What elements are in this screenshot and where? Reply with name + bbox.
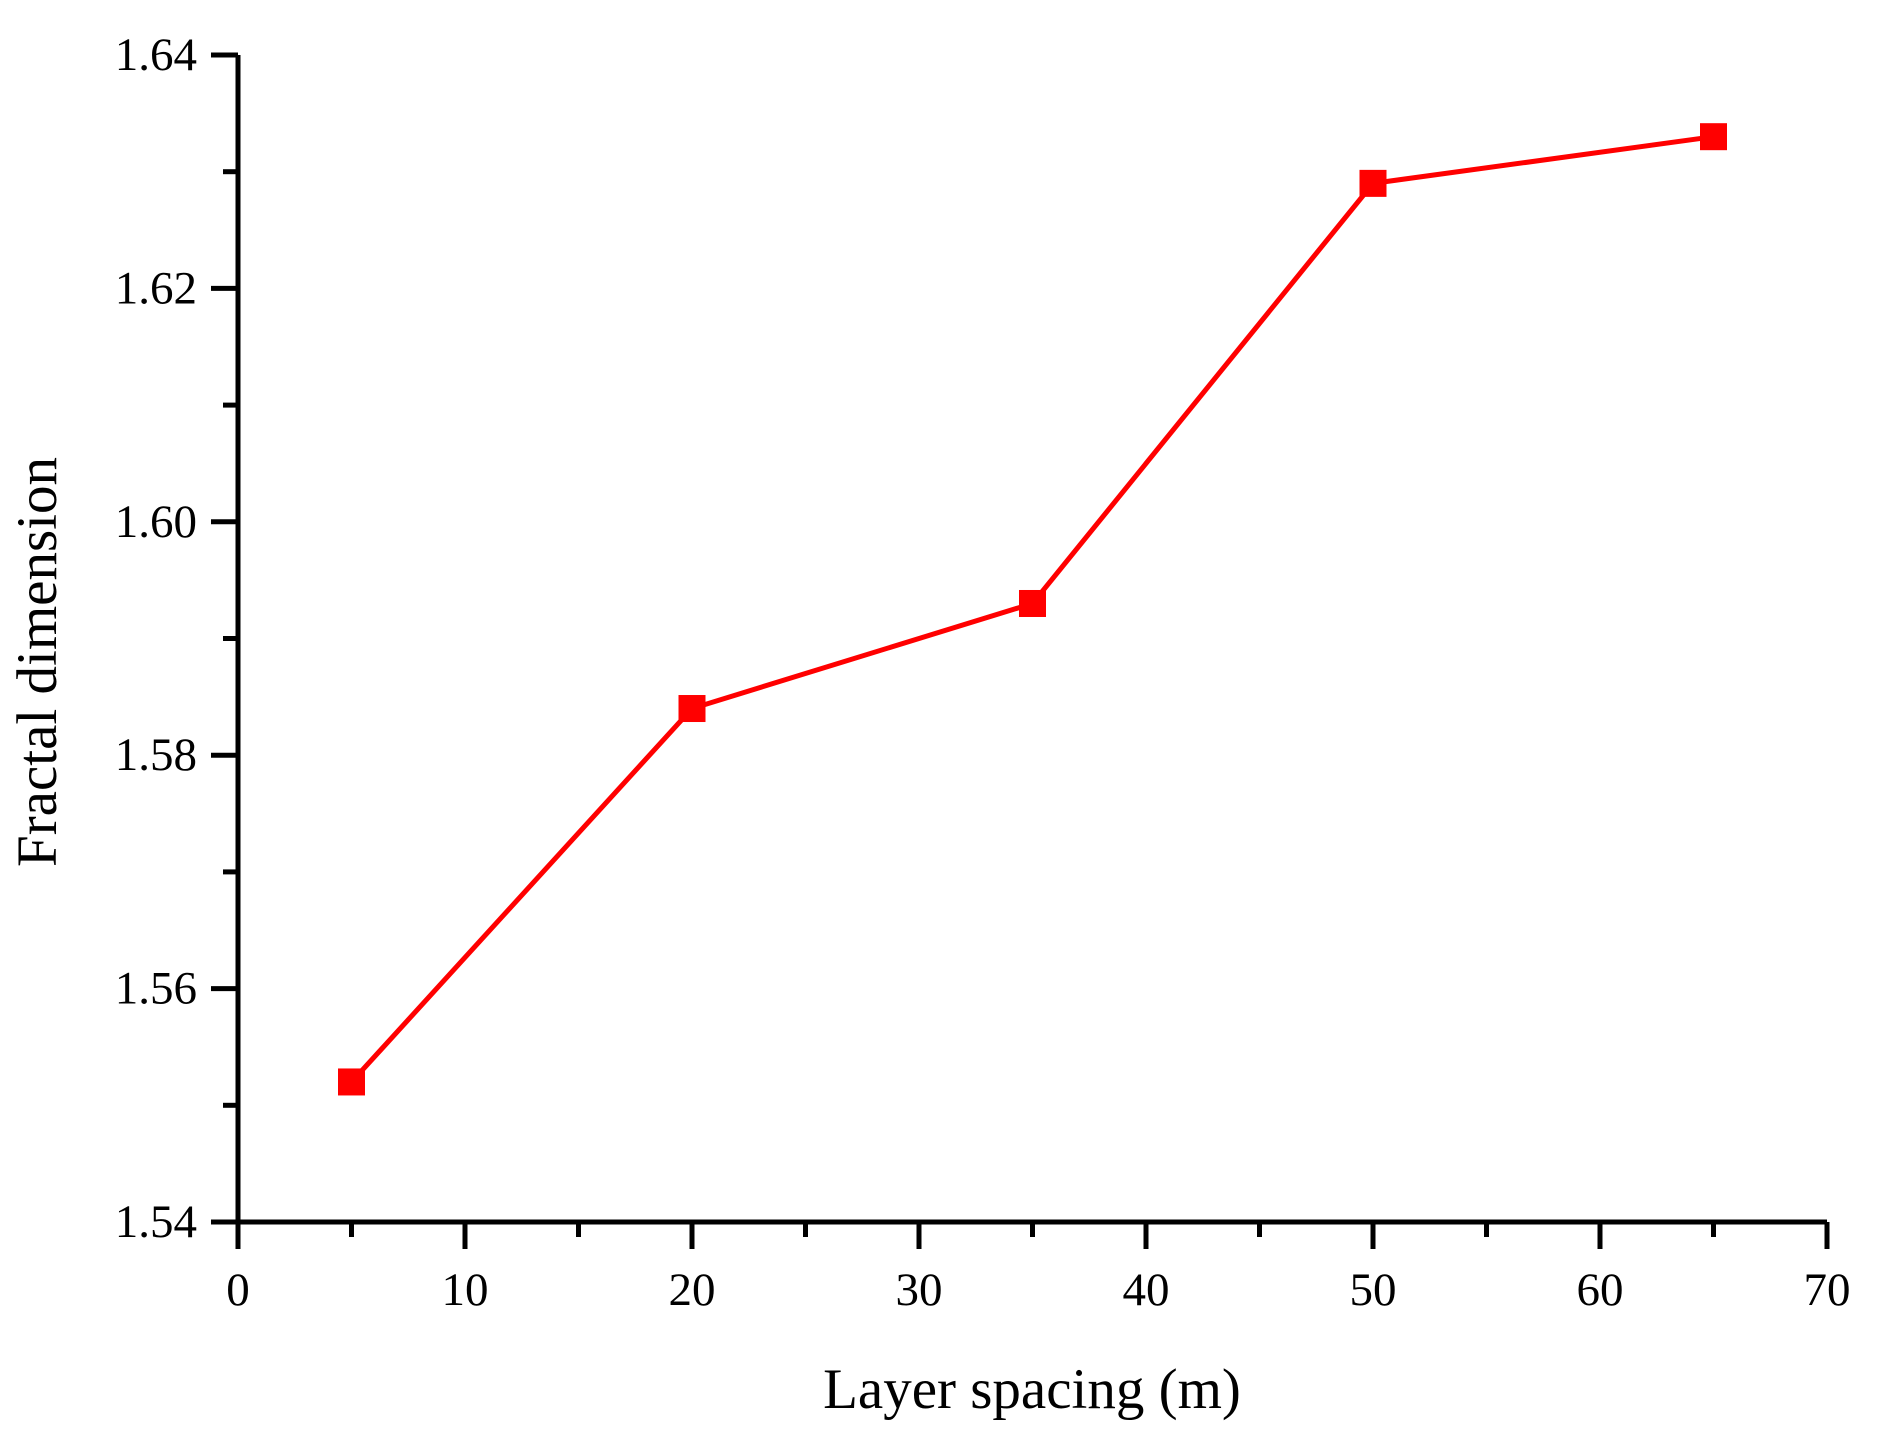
data-point-marker <box>678 695 706 723</box>
data-point-marker <box>1700 123 1727 151</box>
x-tick-label: 10 <box>442 1264 489 1316</box>
x-tick-label: 70 <box>1804 1264 1851 1316</box>
x-tick-label: 50 <box>1350 1264 1397 1316</box>
y-axis-title: Fractal dimension <box>6 457 69 867</box>
x-tick-label: 40 <box>1123 1264 1170 1316</box>
y-tick-label: 1.64 <box>115 29 197 81</box>
tick-labels-layer: 1.54 1.56 1.58 1.60 1.62 1.64 0 10 20 30 40 50 60 70 <box>115 29 1851 1316</box>
axes-layer <box>235 55 1827 1225</box>
y-tick-label: 1.54 <box>115 1196 197 1248</box>
ticks-layer <box>211 52 1830 1249</box>
y-tick-label: 1.58 <box>115 729 197 781</box>
x-tick-label: 60 <box>1577 1264 1624 1316</box>
axis-frame <box>235 55 1827 1225</box>
x-tick-label: 0 <box>226 1264 250 1316</box>
data-point-marker <box>1359 169 1387 197</box>
x-tick-label: 30 <box>896 1264 943 1316</box>
series-layer <box>338 123 1727 1096</box>
y-tick-label: 1.56 <box>115 963 197 1015</box>
y-tick-label: 1.62 <box>115 262 197 314</box>
x-tick-label: 20 <box>669 1264 716 1316</box>
data-point-marker <box>338 1068 365 1096</box>
y-tick-label: 1.60 <box>115 496 197 548</box>
data-point-marker <box>1019 589 1046 617</box>
x-axis-title: Layer spacing (m) <box>823 1358 1241 1421</box>
